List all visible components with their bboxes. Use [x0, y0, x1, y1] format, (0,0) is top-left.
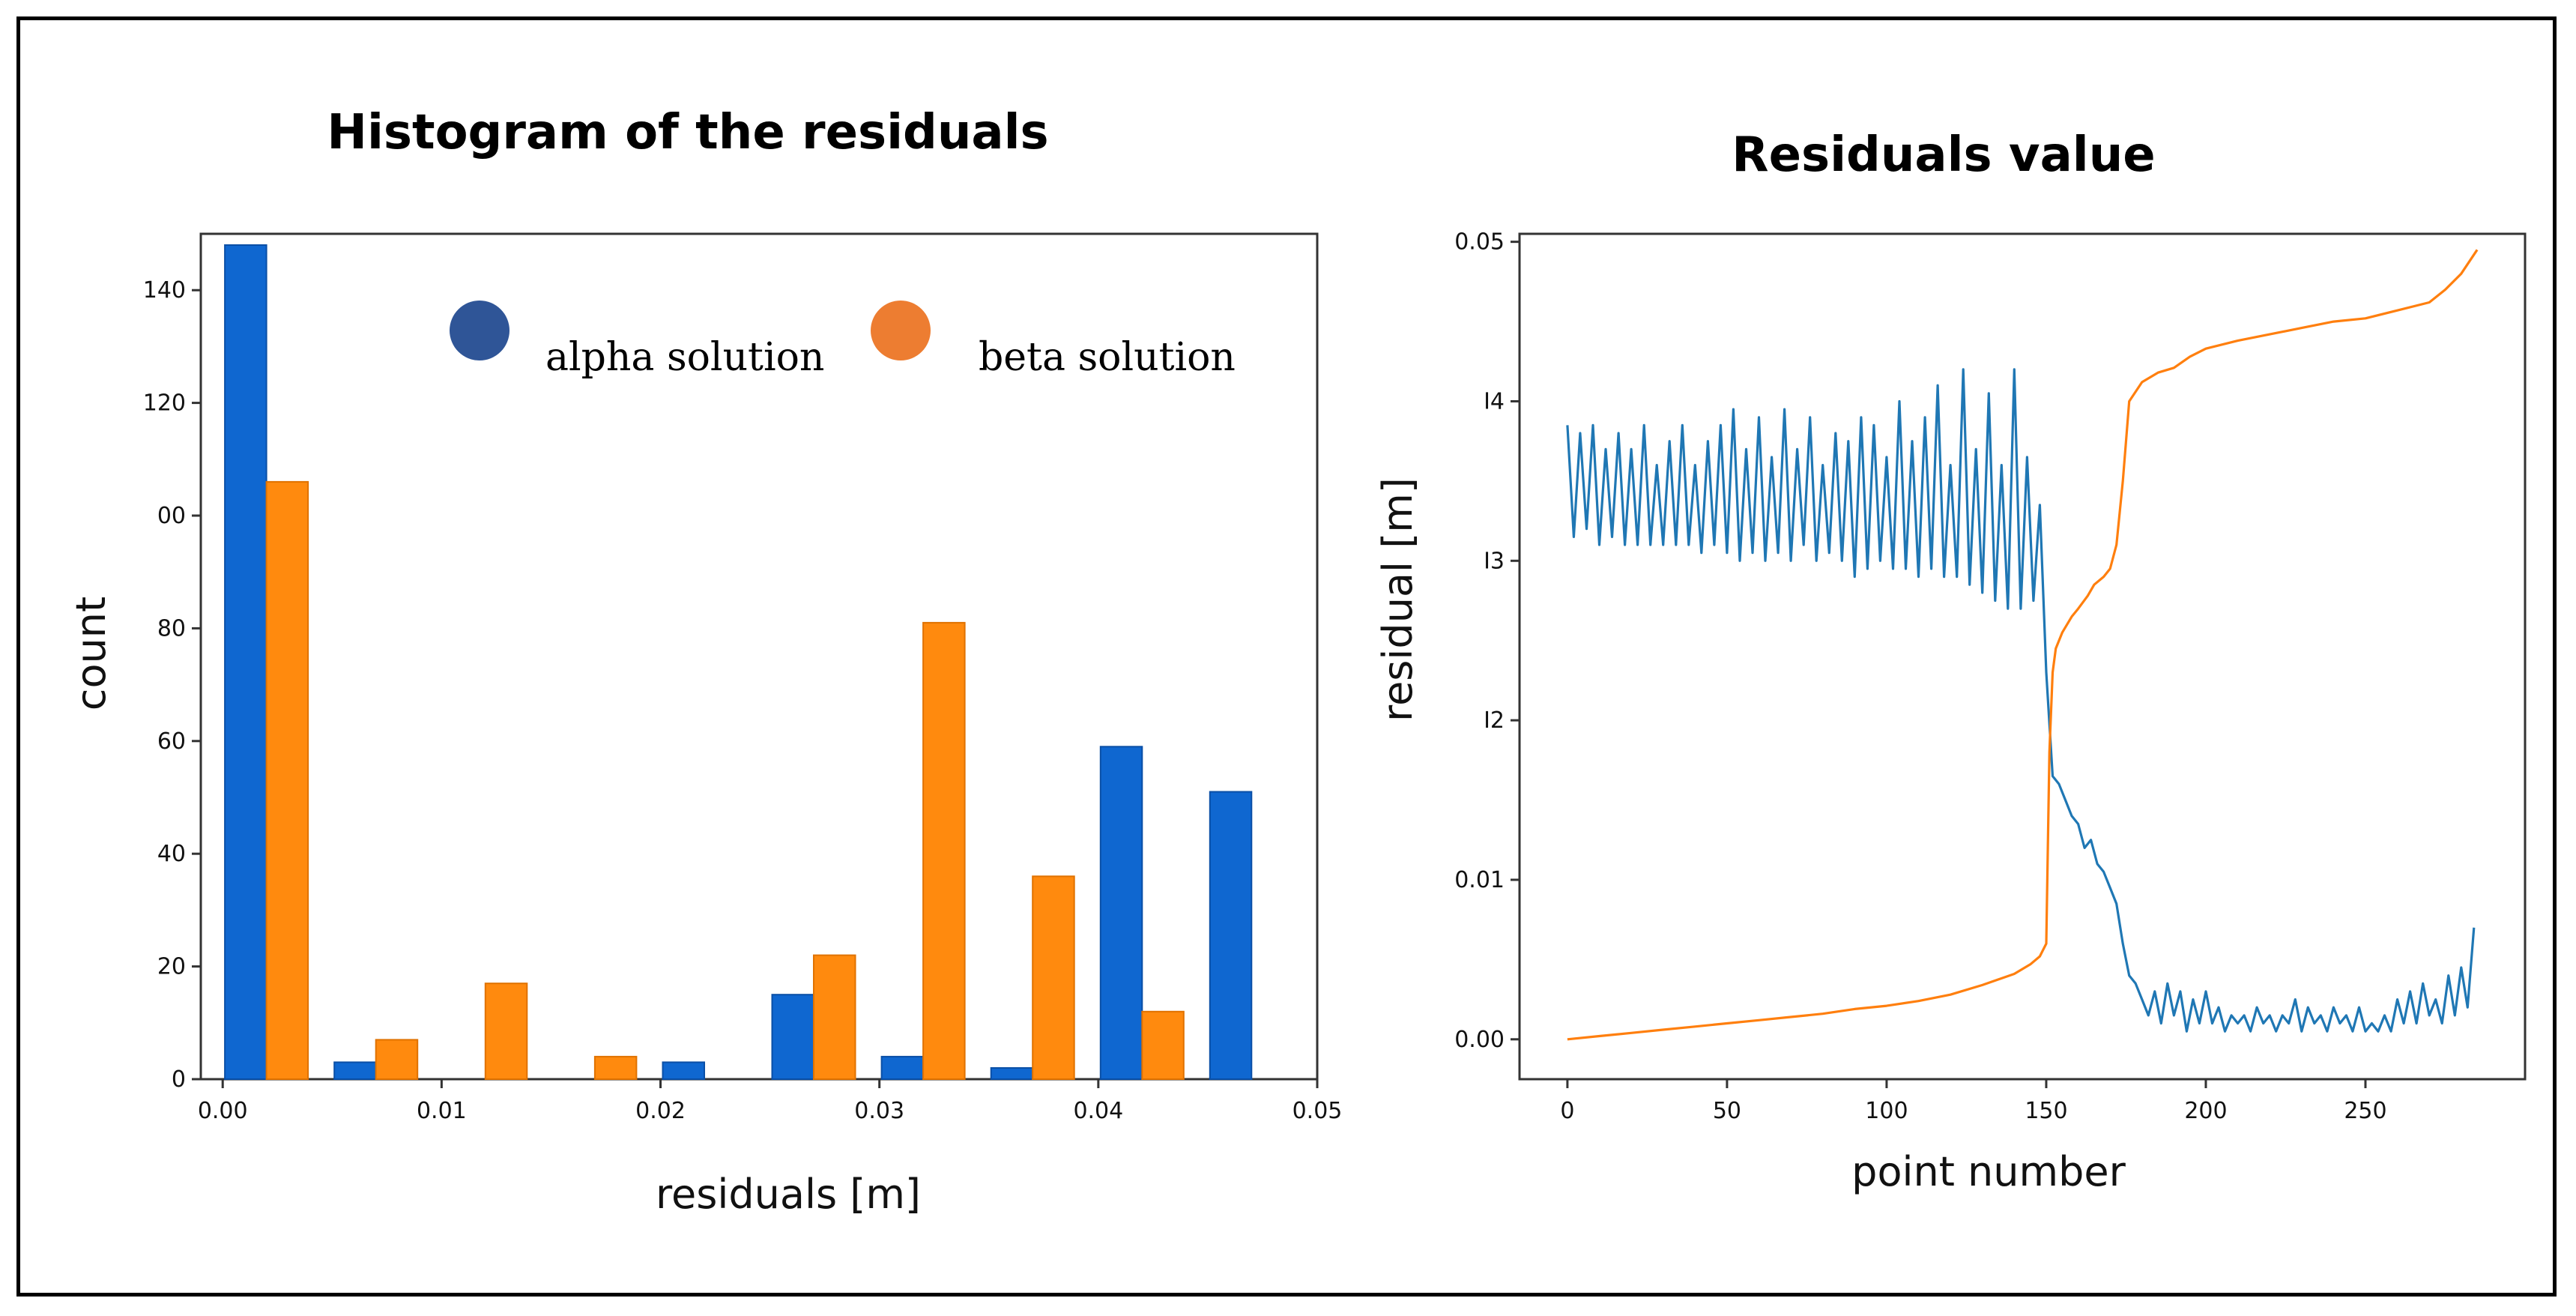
line-chart-y-ticks: 0.00 0.01 I2 I3 I4 0.05 [1454, 229, 1520, 1053]
histogram-x-tick-label: 0.04 [1073, 1098, 1123, 1124]
histogram-bar-beta-5 [813, 954, 856, 1080]
figure-frame [16, 16, 2557, 1297]
histogram-bar-alpha-1 [333, 1061, 377, 1081]
histogram-x-tick-label: 0.00 [198, 1098, 248, 1124]
histogram-bar-beta-8 [1141, 1010, 1185, 1081]
line-chart-y-tick-label: I4 [1484, 388, 1505, 414]
line-chart-title: Residuals value [1732, 127, 2155, 183]
legend-beta-marker [871, 301, 931, 360]
line-chart-x-tick-label: 50 [1713, 1098, 1741, 1124]
line-chart-y-tick-label: 0.00 [1454, 1027, 1505, 1053]
legend-alpha-marker [450, 301, 510, 360]
histogram-y-ticks: 0 20 40 60 80 00 120 140 [143, 277, 201, 1093]
histogram-bar-beta-1 [375, 1039, 419, 1081]
histogram-y-tick-label: 120 [143, 390, 186, 417]
histogram-bar-alpha-7 [990, 1067, 1034, 1080]
line-chart-x-tick-label: 200 [2184, 1098, 2227, 1124]
histogram-plot-area [199, 232, 1319, 1081]
line-chart-x-ticks: 0 50 100 150 200 250 [1560, 1079, 2387, 1124]
histogram-y-tick-label: 40 [157, 841, 186, 867]
histogram-y-tick-label: 0 [172, 1066, 186, 1093]
histogram-bar-beta-3 [593, 1055, 638, 1081]
line-chart-y-tick-label: I2 [1484, 707, 1505, 734]
line-chart-y-tick-label: 0.01 [1454, 867, 1505, 893]
histogram-y-tick-label: 140 [143, 277, 186, 304]
histogram-chart: Histogram of the residuals 0.00 0.01 0.02 0… [67, 105, 1342, 1218]
line-chart-plot-area [1518, 232, 2527, 1081]
line-series-blue [1566, 368, 2476, 1033]
histogram-x-tick-label: 0.05 [1292, 1098, 1343, 1124]
histogram-bar-alpha-9 [1209, 791, 1253, 1080]
legend-beta-label: beta solution [979, 335, 1236, 380]
histogram-y-tick-label: 20 [157, 954, 186, 980]
histogram-bar-beta-7 [1032, 875, 1075, 1081]
line-chart-x-tick-label: 150 [2025, 1098, 2067, 1124]
histogram-bar-alpha-6 [880, 1055, 925, 1081]
histogram-x-tick-label: 0.02 [635, 1098, 686, 1124]
histogram-bar-alpha-8 [1099, 746, 1143, 1080]
histogram-x-ticks: 0.00 0.01 0.02 0.03 0.04 0.05 [198, 1079, 1343, 1124]
histogram-y-tick-label: 00 [157, 503, 186, 529]
histogram-bar-beta-0 [265, 480, 309, 1080]
legend-alpha-label: alpha solution [545, 335, 824, 380]
residuals-line-chart: Residuals value 0 50 100 150 200 250 0.00 0.01… [1374, 127, 2527, 1195]
line-chart-y-axis-label: residual [m] [1374, 477, 1421, 722]
line-chart-x-tick-label: 0 [1560, 1098, 1574, 1124]
line-chart-x-tick-label: 100 [1865, 1098, 1908, 1124]
line-chart-x-axis-label: point number [1851, 1148, 2126, 1195]
line-chart-x-tick-label: 250 [2344, 1098, 2386, 1124]
histogram-bar-beta-2 [484, 983, 528, 1080]
histogram-x-tick-label: 0.03 [854, 1098, 904, 1124]
histogram-bar-beta-6 [922, 621, 966, 1080]
line-chart-y-tick-label: I3 [1484, 548, 1505, 574]
histogram-bar-alpha-5 [771, 994, 814, 1080]
histogram-y-tick-label: 80 [157, 615, 186, 642]
histogram-y-tick-label: 60 [157, 728, 186, 755]
line-chart-y-tick-label: 0.05 [1454, 229, 1505, 256]
histogram-bar-alpha-0 [224, 244, 267, 1080]
histogram-y-axis-label: count [67, 597, 115, 710]
histogram-bar-alpha-4 [662, 1061, 705, 1081]
histogram-title: Histogram of the residuals [327, 105, 1048, 160]
histogram-bars [224, 244, 1253, 1081]
line-series-orange [1567, 249, 2479, 1041]
histogram-x-axis-label: residuals [m] [656, 1171, 921, 1218]
histogram-x-tick-label: 0.01 [417, 1098, 467, 1124]
line-series-group [1566, 249, 2479, 1041]
